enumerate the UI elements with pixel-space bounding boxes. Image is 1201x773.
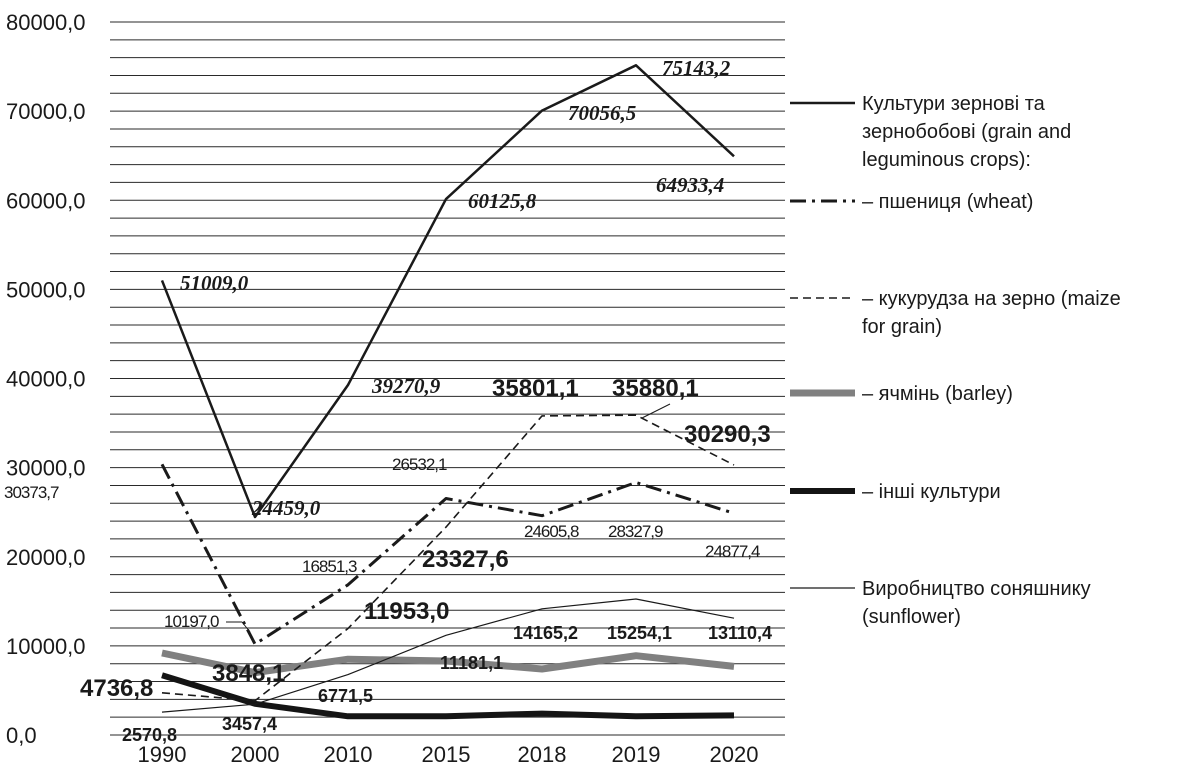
data-label: 11953,0 [364,598,449,625]
data-label: 13110,4 [708,623,772,643]
x-axis-ticks: 1990 2000 2010 2015 2018 2019 2020 [138,742,759,767]
legend-label: Культури зернові та [862,93,1046,115]
data-label: 24605,8 [524,522,579,541]
y-axis-ticks: 0,0 10000,0 20000,0 30000,0 40000,0 50000,0 60… [6,10,86,748]
legend-label: Виробництво соняшнику [862,578,1091,600]
y-tick-label: 30000,0 [6,456,86,481]
data-label: 70056,5 [568,101,636,125]
legend-label: – пшениця (wheat) [862,191,1033,213]
series-line-2 [161,414,735,702]
legend-label: – ячмінь (barley) [862,383,1013,405]
data-label: 75143,2 [662,56,731,80]
x-tick-label: 2020 [710,742,759,767]
data-labels: 51009,0 24459,0 39270,9 60125,8 70056,5 75143… [4,56,772,745]
data-label: 26532,1 [392,455,447,474]
data-label: 11181,1 [440,653,503,673]
series-line-1 [160,463,735,646]
grid-lines [110,21,785,736]
leader-line [641,403,671,419]
data-label: 60125,8 [468,189,537,213]
legend-label: for grain) [862,316,942,338]
series-lines [160,64,735,720]
data-label: 24459,0 [251,496,321,520]
legend: Культури зернові та зернобобові (grain an… [790,93,1121,628]
series-line-3 [161,649,735,677]
data-label: 35880,1 [612,375,699,402]
leader-line [241,621,251,633]
data-label: 2570,8 [122,725,177,745]
data-label: 6771,5 [318,686,373,706]
data-label: 64933,4 [656,173,724,197]
data-label: 30290,3 [684,421,771,448]
y-tick-label: 20000,0 [6,545,86,570]
y-tick-label: 80000,0 [6,10,86,35]
y-tick-label: 10000,0 [6,634,86,659]
y-tick-label: 70000,0 [6,99,86,124]
legend-label: – інші культури [862,481,1001,503]
data-label: 24877,4 [705,542,760,561]
data-label: 30373,7 [4,483,59,502]
data-label: 23327,6 [422,546,509,573]
data-label: 10197,0 [164,612,219,631]
series-line-5 [161,598,735,713]
legend-label: leguminous crops): [862,149,1031,171]
x-tick-label: 2015 [422,742,471,767]
data-label: 4736,8 [80,675,153,702]
data-label: 15254,1 [607,623,672,643]
legend-label: – кукурудза на зерно (maize [862,288,1121,310]
y-tick-label: 60000,0 [6,188,86,213]
data-label: 3457,4 [222,714,277,734]
data-label: 14165,2 [513,623,578,643]
y-tick-label: 40000,0 [6,367,86,392]
data-label: 35801,1 [492,375,579,402]
series-line-0 [160,64,735,519]
data-label: 39270,9 [371,374,441,398]
data-label: 28327,9 [608,522,663,541]
legend-label: зернобобові (grain and [862,121,1071,143]
y-tick-label: 50000,0 [6,277,86,302]
x-tick-label: 2019 [612,742,661,767]
x-tick-label: 1990 [138,742,187,767]
x-tick-label: 2000 [231,742,280,767]
legend-label: (sunflower) [862,606,961,628]
x-tick-label: 2018 [518,742,567,767]
data-label: 51009,0 [180,271,249,295]
data-label: 3848,1 [212,660,285,687]
x-tick-label: 2010 [324,742,373,767]
y-tick-label: 0,0 [6,723,37,748]
data-label: 16851,3 [302,557,357,576]
